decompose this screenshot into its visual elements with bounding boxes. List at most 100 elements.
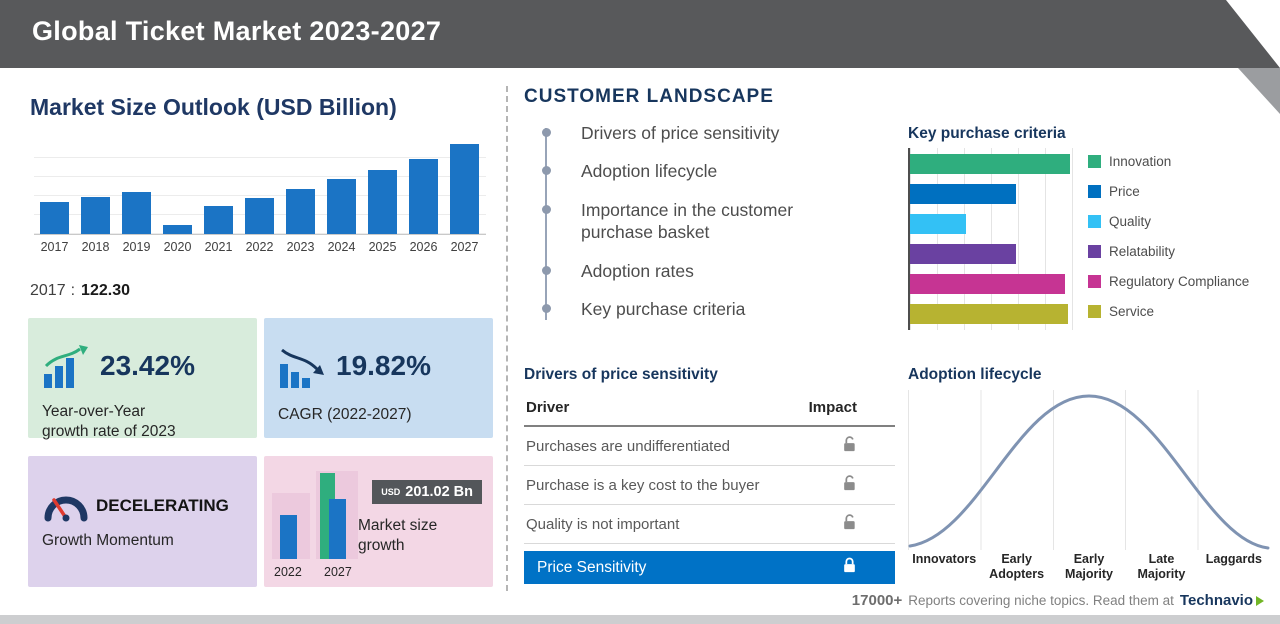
customer-landscape-title: CUSTOMER LANDSCAPE <box>524 86 774 107</box>
x-tick-label: 2022 <box>274 565 302 579</box>
bar-2027 <box>450 144 479 234</box>
bar-2019 <box>122 192 151 234</box>
adoption-stage-labels: Innovators Early Adopters Early Majority… <box>908 552 1270 582</box>
x-tick-label: 2024 <box>327 240 356 254</box>
legend-swatch <box>1088 214 1101 228</box>
x-tick-label: 2020 <box>163 240 192 254</box>
technavio-logo[interactable]: Technavio <box>1180 592 1264 609</box>
price-sensitivity-table: Driver Impact Purchases are undifferenti… <box>524 392 895 584</box>
base-year-value: 2017:122.30 <box>30 282 130 300</box>
stage-label: Innovators <box>912 552 977 566</box>
list-item: Drivers of price sensitivity <box>542 122 805 144</box>
lock-open-icon <box>842 513 857 535</box>
list-item: Adoption lifecycle <box>542 160 805 182</box>
legend-label: Service <box>1109 303 1155 319</box>
legend-label: Price <box>1109 183 1140 199</box>
table-row: Purchase is a key cost to the buyer <box>524 466 895 505</box>
price-sensitivity-highlight-row[interactable]: Price Sensitivity <box>524 551 895 584</box>
legend-item: Price <box>1088 181 1249 201</box>
market-outlook-title: Market Size Outlook (USD Billion) <box>30 94 397 120</box>
section-divider <box>506 86 508 591</box>
bar-innovation <box>910 154 1070 174</box>
cagr-card: 19.82% CAGR (2022-2027) <box>264 318 493 438</box>
legend-item: Quality <box>1088 211 1249 231</box>
x-tick-label: 2022 <box>245 240 274 254</box>
market-size-bar-chart: 2017 2018 2019 2020 2021 2022 2023 2024 2025 2026… <box>34 140 486 254</box>
bar-2022 <box>280 515 297 559</box>
driver-cell: Quality is not important <box>526 515 680 533</box>
legend-label: Regulatory Compliance <box>1109 273 1250 289</box>
adoption-lifecycle-chart <box>908 390 1270 550</box>
cagr-value: 19.82% <box>336 350 431 381</box>
brand-arrow-icon <box>1256 595 1264 606</box>
legend-swatch <box>1088 154 1101 168</box>
highlight-label: Price Sensitivity <box>537 558 647 576</box>
bar-2022 <box>245 198 274 234</box>
stage-label: Laggards <box>1205 552 1262 566</box>
corner-decoration-gray <box>1238 68 1280 114</box>
key-purchase-criteria-title: Key purchase criteria <box>908 125 1066 142</box>
x-tick-label: 2026 <box>409 240 438 254</box>
page-title: Global Ticket Market 2023-2027 <box>32 16 442 46</box>
bar-2026 <box>409 159 438 234</box>
yoy-label-line2: growth rate of 2023 <box>42 423 176 441</box>
brand-name: Technavio <box>1179 592 1253 609</box>
footer-note: 17000+ Reports covering niche topics. Re… <box>852 592 1264 609</box>
yoy-value: 23.42% <box>100 350 195 381</box>
x-tick-label: 2025 <box>368 240 397 254</box>
bar-2021 <box>204 206 233 234</box>
base-year-label: 2017 <box>30 282 66 299</box>
header-bar: Global Ticket Market 2023-2027 <box>0 0 1280 68</box>
legend-label: Innovation <box>1109 153 1172 169</box>
growth-label: Market size growth <box>358 516 437 556</box>
footer-text: Reports covering niche topics. Read them… <box>908 593 1174 608</box>
legend-item: Service <box>1088 301 1249 321</box>
bar-2020 <box>163 225 192 234</box>
legend-swatch <box>1088 304 1101 318</box>
yoy-growth-card: 23.42% Year-over-Year growth rate of 202… <box>28 318 257 440</box>
x-tick-label: 2027 <box>450 240 479 254</box>
bar-quality <box>910 214 966 234</box>
base-year-amount: 122.30 <box>81 282 130 299</box>
key-purchase-criteria-chart <box>908 148 1073 330</box>
list-item: Key purchase criteria <box>542 298 805 320</box>
table-row: Quality is not important <box>524 505 895 544</box>
price-sensitivity-title: Drivers of price sensitivity <box>524 366 718 383</box>
declining-trend-icon <box>278 344 328 395</box>
table-header-row: Driver Impact <box>524 392 895 427</box>
lock-open-icon <box>842 435 857 457</box>
cagr-label: CAGR (2022-2027) <box>278 406 412 423</box>
legend-label: Relatability <box>1109 243 1176 259</box>
yoy-label-line1: Year-over-Year <box>42 403 146 420</box>
driver-cell: Purchase is a key cost to the buyer <box>526 476 760 494</box>
x-tick-label: 2017 <box>40 240 69 254</box>
corner-decoration-white <box>1226 0 1280 68</box>
x-tick-label: 2018 <box>81 240 110 254</box>
legend-swatch <box>1088 244 1101 258</box>
speedometer-icon <box>42 482 90 531</box>
momentum-label: Growth Momentum <box>42 532 174 549</box>
growth-momentum-card: DECELERATING Growth Momentum <box>28 456 257 587</box>
stage-label: Late Majority <box>1137 552 1186 581</box>
adoption-lifecycle-title: Adoption lifecycle <box>908 366 1042 383</box>
list-item: Adoption rates <box>542 260 805 282</box>
x-tick-label: 2021 <box>204 240 233 254</box>
stage-label: Early Majority <box>1065 552 1113 581</box>
momentum-value: DECELERATING <box>96 496 229 515</box>
lock-closed-icon <box>842 556 857 579</box>
bar-regulatory-compliance <box>910 274 1065 294</box>
key-purchase-criteria-legend: Innovation Price Quality Relatability Regula… <box>1088 151 1249 331</box>
list-item: Importance in the customer purchase bask… <box>542 199 805 244</box>
growth-mini-chart: 2022 2027 <box>272 463 392 581</box>
legend-label: Quality <box>1109 213 1152 229</box>
growth-label-line1: Market size <box>358 517 438 534</box>
market-growth-badge: USD 201.02 Bn <box>372 480 482 504</box>
base-year-separator: : <box>70 282 76 299</box>
legend-item: Innovation <box>1088 151 1249 171</box>
legend-item: Relatability <box>1088 241 1249 261</box>
bell-curve <box>908 394 1270 550</box>
bar-2027 <box>329 499 346 559</box>
column-header-impact: Impact <box>808 399 857 416</box>
x-tick-label: 2019 <box>122 240 151 254</box>
